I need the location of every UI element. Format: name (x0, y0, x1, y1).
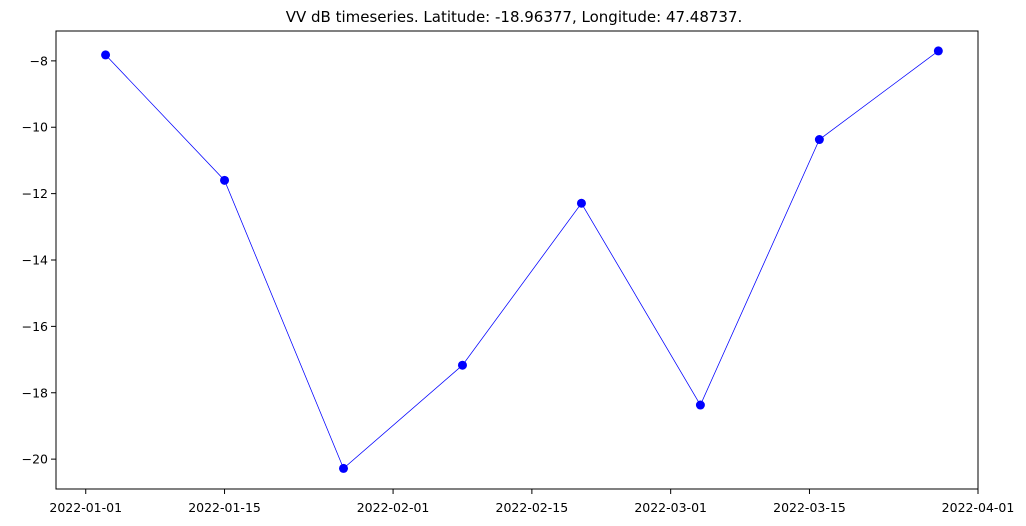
x-tick-label: 2022-01-15 (188, 500, 261, 515)
data-point (695, 400, 705, 410)
series-layer (101, 46, 943, 473)
data-point (457, 360, 467, 370)
x-tick-label: 2022-04-01 (942, 500, 1015, 515)
x-tick-label: 2022-03-01 (634, 500, 707, 515)
x-tick-label: 2022-02-15 (496, 500, 569, 515)
data-point (339, 463, 349, 473)
y-tick-label: −20 (22, 452, 48, 467)
y-axis: −8 −10 −12 −14 −16 −18 −20 (22, 53, 56, 467)
y-tick-label: −8 (30, 53, 48, 68)
data-point (933, 46, 943, 56)
y-tick-label: −16 (22, 319, 48, 334)
x-tick-label: 2022-02-01 (357, 500, 430, 515)
x-tick-label: 2022-01-01 (49, 500, 122, 515)
y-tick-label: −14 (22, 253, 48, 268)
y-tick-label: −10 (22, 120, 48, 135)
data-point (814, 135, 824, 145)
y-tick-label: −12 (22, 186, 48, 201)
data-point (101, 50, 111, 60)
y-tick-label: −18 (22, 385, 48, 400)
x-tick-label: 2022-03-15 (773, 500, 846, 515)
data-point (576, 198, 586, 208)
plot-area: 2022-01-01 2022-01-15 2022-02-01 2022-02-15… (22, 30, 1014, 515)
series-line (105, 50, 939, 470)
data-point (220, 175, 230, 185)
chart-title: VV dB timeseries. Latitude: -18.96377, L… (286, 8, 743, 26)
x-axis: 2022-01-01 2022-01-15 2022-02-01 2022-02-15… (49, 489, 1014, 515)
